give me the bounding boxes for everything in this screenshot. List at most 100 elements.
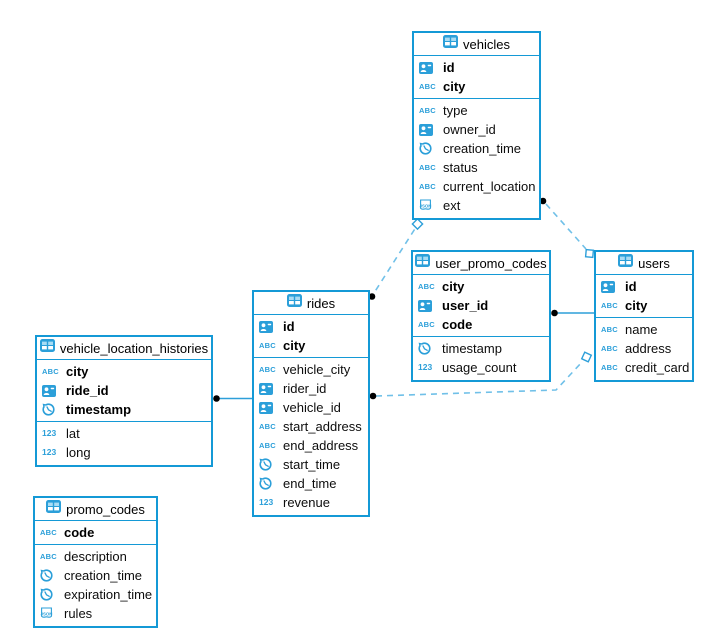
- column-row[interactable]: ABC name: [596, 320, 692, 339]
- table-title: users: [638, 255, 670, 271]
- time-icon: [419, 142, 439, 155]
- table-users[interactable]: users id ABC city ABC name ABC address ABC cred…: [594, 250, 694, 382]
- column-row[interactable]: creation_time: [35, 566, 156, 585]
- column-row[interactable]: 123 usage_count: [413, 358, 549, 377]
- column-row[interactable]: ABC code: [413, 315, 549, 334]
- string-icon: ABC: [601, 362, 618, 372]
- column-row[interactable]: vehicle_id: [254, 398, 368, 417]
- column-row[interactable]: ABC city: [413, 277, 549, 296]
- table-icon: [286, 294, 302, 312]
- table-header[interactable]: vehicles: [414, 33, 539, 56]
- column-row[interactable]: 123 revenue: [254, 493, 368, 512]
- column-name: city: [442, 279, 465, 294]
- column-row[interactable]: ABC end_address: [254, 436, 368, 455]
- column-name: code: [442, 317, 473, 332]
- uuid-icon: [419, 61, 439, 74]
- column-row[interactable]: ABC description: [35, 547, 156, 566]
- columns-section: ABC type owner_id creation_time ABC status ABC…: [414, 99, 539, 218]
- column-row[interactable]: id: [254, 317, 368, 336]
- column-row[interactable]: id: [596, 277, 692, 296]
- column-row[interactable]: ABC vehicle_city: [254, 360, 368, 379]
- table-user_promo_codes[interactable]: user_promo_codes ABC city user_id ABC code t…: [411, 250, 551, 382]
- svg-text:JSON: JSON: [420, 203, 432, 208]
- table-header[interactable]: rides: [254, 292, 368, 315]
- relation-end-marker: [580, 351, 593, 363]
- column-name: end_address: [283, 438, 359, 453]
- table-title: vehicle_location_histories: [59, 340, 209, 356]
- column-row[interactable]: ABC credit_card: [596, 358, 692, 377]
- columns-section: timestamp 123 usage_count: [413, 337, 549, 380]
- table-vehicle_location_histories[interactable]: vehicle_location_histories ABC city ride_i…: [35, 335, 213, 467]
- column-name: long: [66, 445, 91, 460]
- column-row[interactable]: 123 lat: [37, 424, 211, 443]
- column-row[interactable]: JSON rules: [35, 604, 156, 623]
- column-row[interactable]: ABC city: [414, 77, 539, 96]
- uuid-icon: [259, 382, 279, 395]
- column-name: user_id: [442, 298, 489, 313]
- column-name: creation_time: [64, 568, 143, 583]
- column-name: creation_time: [443, 141, 522, 156]
- time-icon: [259, 458, 279, 471]
- number-icon: 123: [42, 428, 57, 439]
- column-name: timestamp: [442, 341, 502, 356]
- column-name: credit_card: [625, 360, 690, 375]
- column-row[interactable]: ABC code: [35, 523, 156, 542]
- column-name: start_address: [283, 419, 362, 434]
- column-row[interactable]: end_time: [254, 474, 368, 493]
- column-name: city: [443, 79, 466, 94]
- primary-key-section: ABC code: [35, 521, 156, 545]
- column-row[interactable]: ABC current_location: [414, 177, 539, 196]
- column-row[interactable]: timestamp: [413, 339, 549, 358]
- primary-key-section: ABC city ride_id timestamp: [37, 360, 211, 422]
- column-row[interactable]: creation_time: [414, 139, 539, 158]
- number-icon: 123: [259, 497, 274, 508]
- time-icon: [259, 477, 279, 490]
- json-icon: JSON: [40, 607, 60, 620]
- column-row[interactable]: ABC type: [414, 101, 539, 120]
- column-name: ext: [443, 198, 461, 213]
- column-name: lat: [66, 426, 80, 441]
- column-name: vehicle_id: [283, 400, 341, 415]
- table-vehicles[interactable]: vehicles id ABC city ABC type owner_id creati…: [412, 31, 541, 220]
- string-icon: ABC: [419, 162, 436, 172]
- column-row[interactable]: ABC city: [254, 336, 368, 355]
- column-row[interactable]: timestamp: [37, 400, 211, 419]
- table-header[interactable]: user_promo_codes: [413, 252, 549, 275]
- column-row[interactable]: owner_id: [414, 120, 539, 139]
- uuid-icon: [42, 384, 62, 397]
- string-icon: ABC: [601, 343, 618, 353]
- column-name: address: [625, 341, 672, 356]
- table-header[interactable]: vehicle_location_histories: [37, 337, 211, 360]
- table-promo_codes[interactable]: promo_codes ABC code ABC description creati…: [33, 496, 158, 628]
- primary-key-section: ABC city user_id ABC code: [413, 275, 549, 337]
- column-row[interactable]: expiration_time: [35, 585, 156, 604]
- table-header[interactable]: users: [596, 252, 692, 275]
- number-icon: 123: [42, 447, 57, 458]
- column-row[interactable]: ride_id: [37, 381, 211, 400]
- column-name: name: [625, 322, 658, 337]
- column-name: code: [64, 525, 95, 540]
- column-name: ride_id: [66, 383, 109, 398]
- columns-section: ABC vehicle_city rider_id vehicle_id ABC star…: [254, 358, 368, 515]
- column-name: id: [625, 279, 637, 294]
- column-row[interactable]: id: [414, 58, 539, 77]
- column-row[interactable]: user_id: [413, 296, 549, 315]
- table-header[interactable]: promo_codes: [35, 498, 156, 521]
- column-row[interactable]: rider_id: [254, 379, 368, 398]
- relation-user_promo_codes-users: [551, 309, 594, 317]
- column-row[interactable]: start_time: [254, 455, 368, 474]
- column-name: city: [625, 298, 648, 313]
- primary-key-section: id ABC city: [596, 275, 692, 318]
- column-row[interactable]: ABC city: [596, 296, 692, 315]
- time-icon: [40, 588, 60, 601]
- column-row[interactable]: ABC status: [414, 158, 539, 177]
- column-row[interactable]: ABC address: [596, 339, 692, 358]
- column-name: timestamp: [66, 402, 132, 417]
- column-row[interactable]: 123 long: [37, 443, 211, 462]
- column-row[interactable]: JSON ext: [414, 196, 539, 215]
- table-icon: [415, 254, 431, 272]
- column-row[interactable]: ABC start_address: [254, 417, 368, 436]
- primary-key-section: id ABC city: [254, 315, 368, 358]
- column-row[interactable]: ABC city: [37, 362, 211, 381]
